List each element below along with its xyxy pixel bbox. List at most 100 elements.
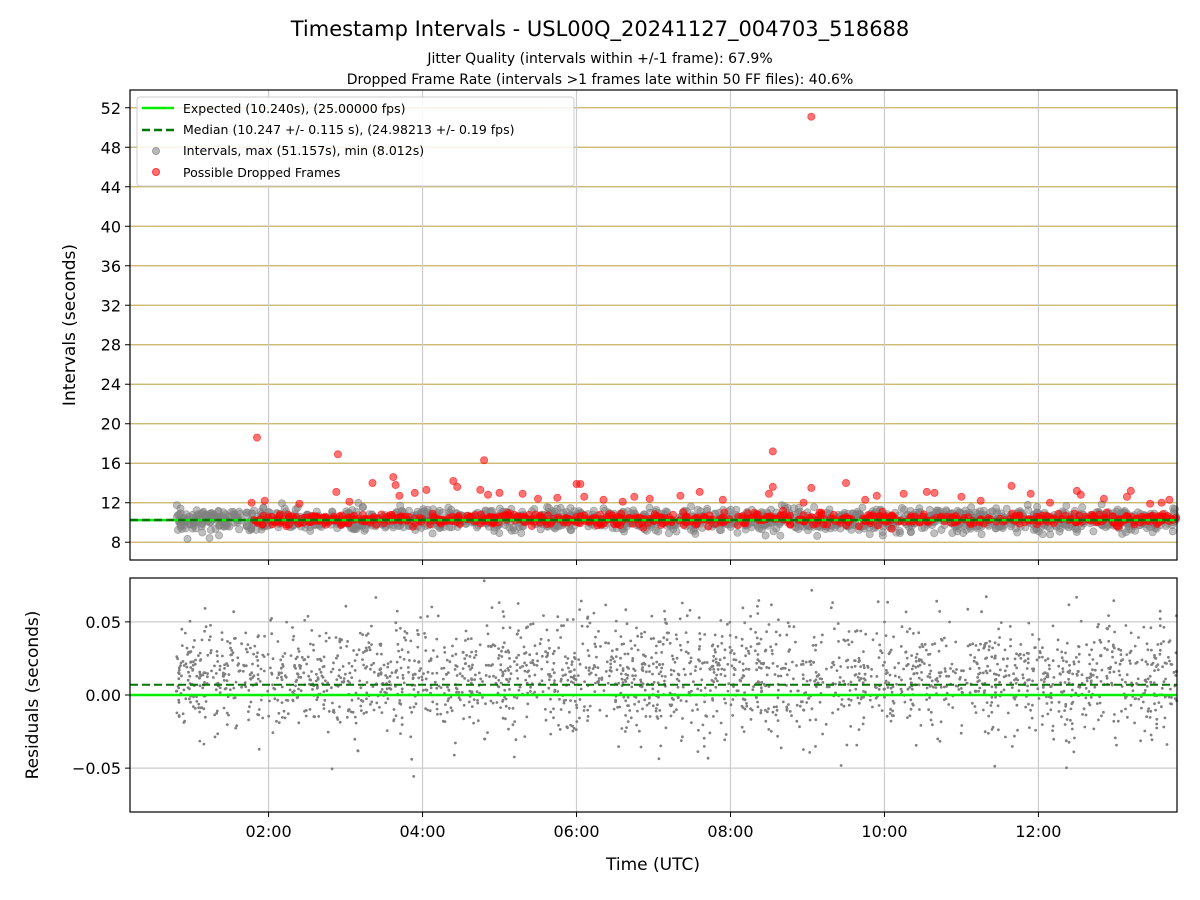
residual-point [1081,713,1084,716]
residual-point [891,699,895,703]
residual-point [996,704,1000,708]
residual-point [327,636,331,640]
residual-point [594,645,598,649]
residual-point [592,611,596,615]
residual-point [805,701,809,704]
residual-point [756,658,760,661]
residual-point [739,679,742,683]
residual-point [1156,668,1160,672]
dropped-frame-point [358,510,367,519]
residual-point [1153,702,1156,706]
residual-point [821,732,824,736]
residual-point [1061,690,1064,694]
residual-point [1025,667,1029,670]
residual-point [487,663,491,667]
residual-point [535,664,539,667]
residual-point [259,667,263,671]
residual-point [702,736,706,740]
residual-point [353,659,357,662]
residual-point [357,648,361,652]
residual-point [714,685,718,689]
residual-point [668,641,672,645]
residual-point [1126,715,1129,719]
residual-point [977,666,981,670]
residual-point [917,631,921,635]
residual-point [503,669,507,673]
dropped-frame-point [372,520,381,529]
residual-point [331,667,335,671]
residual-point [188,674,192,678]
residual-point [883,687,886,691]
residual-point [1085,676,1089,680]
residual-point [856,696,860,700]
residual-point [474,653,478,657]
residual-point [417,660,421,663]
residual-point [604,670,608,673]
residual-point [517,653,520,657]
residual-point [216,732,220,736]
residual-point [280,685,284,689]
residual-point [553,649,556,653]
residual-point [905,664,908,668]
residual-point [546,651,550,655]
residual-point [805,679,809,683]
residual-point [744,654,747,658]
residual-point [528,674,531,678]
residuals-xtick-label: 04:00 [399,822,445,841]
chart-subtitle-jitter: Jitter Quality (intervals within +/-1 fr… [426,51,772,67]
dropped-frame-point [252,433,261,442]
residual-point [1111,655,1114,659]
dropped-frame-point [480,456,489,465]
residual-point [760,690,763,694]
residual-point [1049,708,1053,712]
legend-intervals-swatch [152,147,160,155]
residual-point [1085,643,1088,647]
residual-point [633,669,637,672]
residual-point [709,689,712,692]
residual-point [955,668,958,671]
residual-point [297,687,300,691]
residual-point [621,681,625,684]
residual-point [862,663,866,667]
residual-point [200,638,204,642]
interval-point [243,508,252,517]
residual-point [657,672,661,676]
residual-point [404,638,408,642]
interval-point [794,525,803,534]
interval-point [172,501,181,510]
residual-point [426,670,430,674]
residual-point [769,729,773,733]
dropped-frame-point [534,494,543,503]
dropped-frame-point [543,520,552,529]
residual-point [270,632,274,636]
residual-point [359,709,363,712]
residual-point [654,707,658,710]
residual-point [747,652,751,655]
residual-point [345,715,349,719]
residual-point [1100,668,1104,672]
residual-point [398,655,402,659]
residual-point [1117,669,1121,673]
residual-point [799,663,803,666]
residual-point [257,708,261,711]
residual-point [711,659,715,663]
residual-point [221,654,224,658]
residual-point [856,675,860,679]
residual-point [338,668,341,672]
residual-point [604,603,608,607]
legend-intervals-label: Intervals, max (51.157s), min (8.012s) [183,143,424,158]
residual-point [321,665,325,669]
residual-point [997,627,1000,631]
residual-point [552,707,555,711]
residual-point [924,648,928,652]
residual-point [888,712,892,715]
residual-point [754,631,757,634]
interval-point [930,529,939,538]
residual-point [249,700,253,704]
residual-point [303,618,307,622]
interval-point [1078,503,1087,512]
residual-point [1105,674,1109,678]
residual-point [1082,707,1086,711]
residual-point [490,606,494,609]
residual-point [411,677,415,681]
